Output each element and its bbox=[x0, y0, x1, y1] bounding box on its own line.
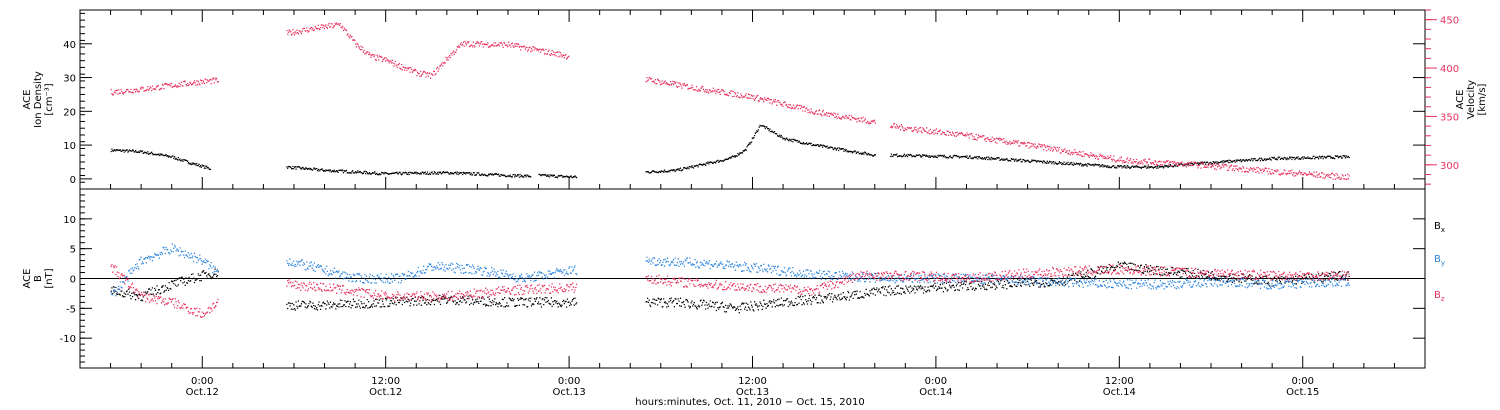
x-tick-label-time: 0:00 bbox=[558, 376, 580, 387]
legend-bz-series: Bz bbox=[1434, 290, 1445, 303]
x-tick-label-time: 12:00 bbox=[738, 376, 767, 387]
y-tick-label: 20 bbox=[63, 107, 76, 118]
density-series bbox=[110, 148, 212, 171]
y-tick-label: 10 bbox=[63, 215, 76, 226]
velocity-axis-title-line: [km/s] bbox=[1477, 83, 1488, 115]
y-axis-title-line: [nT] bbox=[44, 268, 55, 288]
y-axis-title-line: B bbox=[33, 275, 44, 282]
x-tick-label-time: 12:00 bbox=[1105, 376, 1134, 387]
by-series bbox=[286, 258, 578, 284]
y-tick-label: 40 bbox=[63, 40, 76, 51]
velocity-tick-label: 450 bbox=[1440, 16, 1459, 27]
bz-series bbox=[645, 264, 1350, 296]
x-tick-label-date: Oct.13 bbox=[552, 387, 585, 398]
legend-by-series: By bbox=[1434, 254, 1445, 267]
velocity-tick-label: 350 bbox=[1440, 112, 1459, 123]
x-tick-label-date: Oct.13 bbox=[736, 387, 769, 398]
velocity-axis-title-line: Velocity bbox=[1466, 80, 1477, 119]
density-series bbox=[890, 153, 1350, 169]
time-axis: 0:00Oct.1212:00Oct.120:00Oct.1312:00Oct.… bbox=[79, 10, 1426, 398]
velocity-tick-label: 400 bbox=[1440, 64, 1459, 75]
y-tick-label: -10 bbox=[60, 334, 76, 345]
y-tick-label: 10 bbox=[63, 141, 76, 152]
bz-series bbox=[286, 279, 578, 302]
x-tick-label-date: Oct.12 bbox=[186, 387, 219, 398]
plasma-panel-frame bbox=[79, 9, 1426, 190]
density-series bbox=[286, 165, 532, 178]
y-tick-label: 0 bbox=[70, 275, 76, 286]
y-axis-title-line: ACE bbox=[22, 269, 33, 289]
x-tick-label-date: Oct.12 bbox=[369, 387, 402, 398]
x-tick-label-date: Oct.14 bbox=[1103, 387, 1136, 398]
velocity-axis-title-line: ACE bbox=[1455, 90, 1466, 110]
x-tick-label-time: 0:00 bbox=[1291, 376, 1313, 387]
velocity-series bbox=[286, 22, 570, 79]
bx-series bbox=[110, 268, 219, 302]
bx-series bbox=[286, 294, 578, 311]
x-tick-label-date: Oct.15 bbox=[1286, 387, 1319, 398]
x-tick-label-time: 0:00 bbox=[191, 376, 213, 387]
x-tick-label-time: 0:00 bbox=[925, 376, 947, 387]
x-axis-title: hours:minutes, Oct. 11, 2010 − Oct. 15, … bbox=[635, 397, 864, 408]
x-tick-label-date: Oct.14 bbox=[919, 387, 952, 398]
by-series bbox=[110, 243, 219, 297]
y-tick-label: 0 bbox=[70, 175, 76, 186]
y-tick-label: 30 bbox=[63, 74, 76, 85]
velocity-series bbox=[645, 76, 876, 125]
velocity-series bbox=[890, 123, 1350, 181]
legend-bx-series: Bx bbox=[1434, 221, 1445, 234]
density-series bbox=[538, 173, 578, 179]
y-tick-label: -5 bbox=[66, 304, 76, 315]
y-axis-title-line: ACE bbox=[22, 90, 33, 110]
bz-series bbox=[110, 263, 219, 318]
y-axis-title-line: Ion Density bbox=[33, 71, 44, 128]
velocity-series bbox=[110, 77, 219, 96]
density-series bbox=[645, 124, 876, 174]
magnetic-field-panel: -10 -5 0 5 10 ACE B [nT] Bx By Bz bbox=[22, 188, 1445, 369]
bx-series bbox=[645, 261, 1350, 314]
y-tick-label: 5 bbox=[70, 245, 76, 256]
y-axis-title-line: [cm⁻³] bbox=[44, 83, 55, 115]
x-tick-label-time: 12:00 bbox=[371, 376, 400, 387]
velocity-tick-label: 300 bbox=[1440, 161, 1459, 172]
